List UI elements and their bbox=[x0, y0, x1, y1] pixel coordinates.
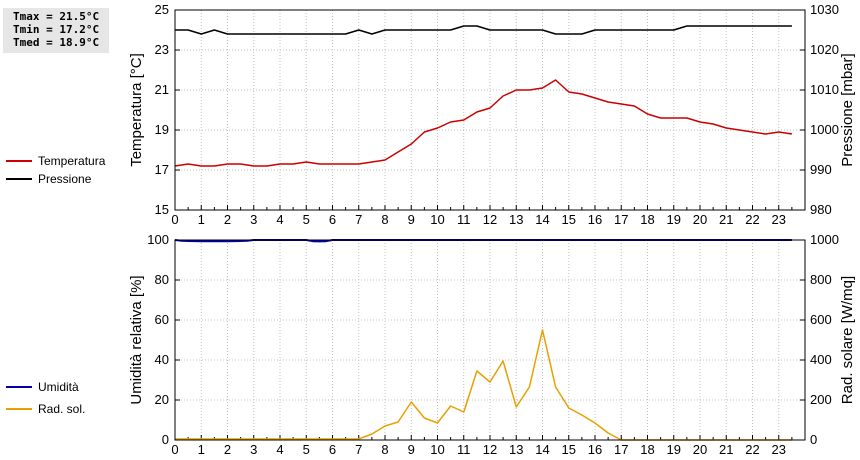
x-tick-label: 17 bbox=[614, 442, 628, 457]
legend-swatch-pressione bbox=[6, 178, 32, 180]
x-tick-label: 21 bbox=[719, 442, 733, 457]
x-tick-label: 10 bbox=[430, 212, 444, 227]
x-tick-label: 23 bbox=[772, 212, 786, 227]
x-tick-label: 19 bbox=[667, 442, 681, 457]
x-tick-label: 18 bbox=[640, 212, 654, 227]
y-left-axis-title: Temperatura [°C] bbox=[128, 53, 145, 167]
x-tick-label: 12 bbox=[483, 212, 497, 227]
x-tick-label: 5 bbox=[303, 442, 310, 457]
x-tick-label: 8 bbox=[381, 212, 388, 227]
y-right-tick-label: 990 bbox=[810, 162, 832, 177]
x-tick-label: 19 bbox=[667, 212, 681, 227]
series-line-pressione bbox=[175, 25, 792, 35]
x-tick-label: 9 bbox=[408, 442, 415, 457]
y-left-tick-label: 0 bbox=[162, 432, 169, 447]
x-tick-label: 3 bbox=[250, 212, 257, 227]
legend-label-pressione: Pressione bbox=[38, 172, 92, 186]
y-left-tick-label: 40 bbox=[155, 352, 169, 367]
y-left-tick-label: 17 bbox=[155, 162, 169, 177]
x-tick-label: 1 bbox=[198, 212, 205, 227]
x-tick-label: 7 bbox=[355, 442, 362, 457]
x-tick-label: 8 bbox=[381, 442, 388, 457]
legend-label-temperatura: Temperatura bbox=[38, 154, 106, 168]
y-right-tick-label: 1010 bbox=[810, 82, 839, 97]
x-tick-label: 23 bbox=[772, 442, 786, 457]
y-left-tick-label: 21 bbox=[155, 82, 169, 97]
y-right-tick-label: 980 bbox=[810, 202, 832, 217]
x-tick-label: 0 bbox=[171, 212, 178, 227]
x-tick-label: 10 bbox=[430, 442, 444, 457]
x-tick-label: 15 bbox=[562, 442, 576, 457]
x-tick-label: 0 bbox=[171, 442, 178, 457]
y-left-tick-label: 100 bbox=[147, 232, 169, 247]
x-tick-label: 3 bbox=[250, 442, 257, 457]
x-tick-label: 18 bbox=[640, 442, 654, 457]
y-right-tick-label: 1000 bbox=[810, 122, 839, 137]
tmax-text: Tmax = 21.5°C bbox=[13, 10, 100, 23]
x-tick-label: 16 bbox=[588, 212, 602, 227]
y-right-tick-label: 1020 bbox=[810, 42, 839, 57]
legend-label-umidita: Umidità bbox=[38, 380, 79, 394]
x-tick-label: 20 bbox=[693, 212, 707, 227]
x-tick-label: 9 bbox=[408, 212, 415, 227]
y-left-tick-label: 19 bbox=[155, 122, 169, 137]
x-tick-label: 12 bbox=[483, 442, 497, 457]
y-left-tick-label: 15 bbox=[155, 202, 169, 217]
stats-box: Tmax = 21.5°C Tmin = 17.2°C Tmed = 18.9°… bbox=[3, 8, 109, 53]
y-right-tick-label: 1000 bbox=[810, 232, 839, 247]
y-right-tick-label: 200 bbox=[810, 392, 832, 407]
x-tick-label: 1 bbox=[198, 442, 205, 457]
legend-swatch-rad-sol bbox=[6, 408, 32, 410]
y-right-tick-label: 600 bbox=[810, 312, 832, 327]
plot-frame bbox=[174, 9, 806, 211]
x-tick-label: 7 bbox=[355, 212, 362, 227]
y-right-axis-title: Pressione [mbar] bbox=[839, 53, 856, 166]
x-tick-label: 11 bbox=[457, 212, 471, 227]
series-line-rad-sol bbox=[175, 329, 792, 441]
y-left-axis-title: Umidità relativa [%] bbox=[128, 275, 145, 404]
x-tick-label: 4 bbox=[276, 212, 283, 227]
tmed-text: Tmed = 18.9°C bbox=[13, 36, 100, 49]
legend-swatch-temperatura bbox=[6, 160, 32, 162]
x-tick-label: 5 bbox=[303, 212, 310, 227]
legend-swatch-umidita bbox=[6, 386, 32, 388]
y-right-tick-label: 0 bbox=[810, 432, 817, 447]
x-tick-label: 4 bbox=[276, 442, 283, 457]
tmin-text: Tmin = 17.2°C bbox=[13, 23, 100, 36]
x-tick-label: 15 bbox=[562, 212, 576, 227]
y-right-tick-label: 400 bbox=[810, 352, 832, 367]
y-right-tick-label: 1030 bbox=[810, 2, 839, 17]
plot-frame bbox=[174, 239, 806, 441]
x-tick-label: 22 bbox=[745, 212, 759, 227]
x-tick-label: 14 bbox=[535, 212, 549, 227]
series-line-temperatura bbox=[174, 79, 793, 167]
x-tick-label: 16 bbox=[588, 442, 602, 457]
x-tick-label: 2 bbox=[224, 212, 231, 227]
y-left-tick-label: 23 bbox=[155, 42, 169, 57]
y-right-axis-title: Rad. solare [W/mq] bbox=[839, 276, 856, 404]
y-left-tick-label: 25 bbox=[155, 2, 169, 17]
x-tick-label: 14 bbox=[535, 442, 549, 457]
x-tick-label: 6 bbox=[329, 442, 336, 457]
x-tick-label: 13 bbox=[509, 212, 523, 227]
y-left-tick-label: 60 bbox=[155, 312, 169, 327]
x-tick-label: 22 bbox=[745, 442, 759, 457]
x-tick-label: 17 bbox=[614, 212, 628, 227]
x-tick-label: 6 bbox=[329, 212, 336, 227]
y-right-tick-label: 800 bbox=[810, 272, 832, 287]
x-tick-label: 20 bbox=[693, 442, 707, 457]
x-tick-label: 11 bbox=[457, 442, 471, 457]
y-left-tick-label: 20 bbox=[155, 392, 169, 407]
x-tick-label: 21 bbox=[719, 212, 733, 227]
y-left-tick-label: 80 bbox=[155, 272, 169, 287]
x-tick-label: 2 bbox=[224, 442, 231, 457]
x-tick-label: 13 bbox=[509, 442, 523, 457]
legend-label-rad-sol: Rad. sol. bbox=[38, 402, 86, 416]
